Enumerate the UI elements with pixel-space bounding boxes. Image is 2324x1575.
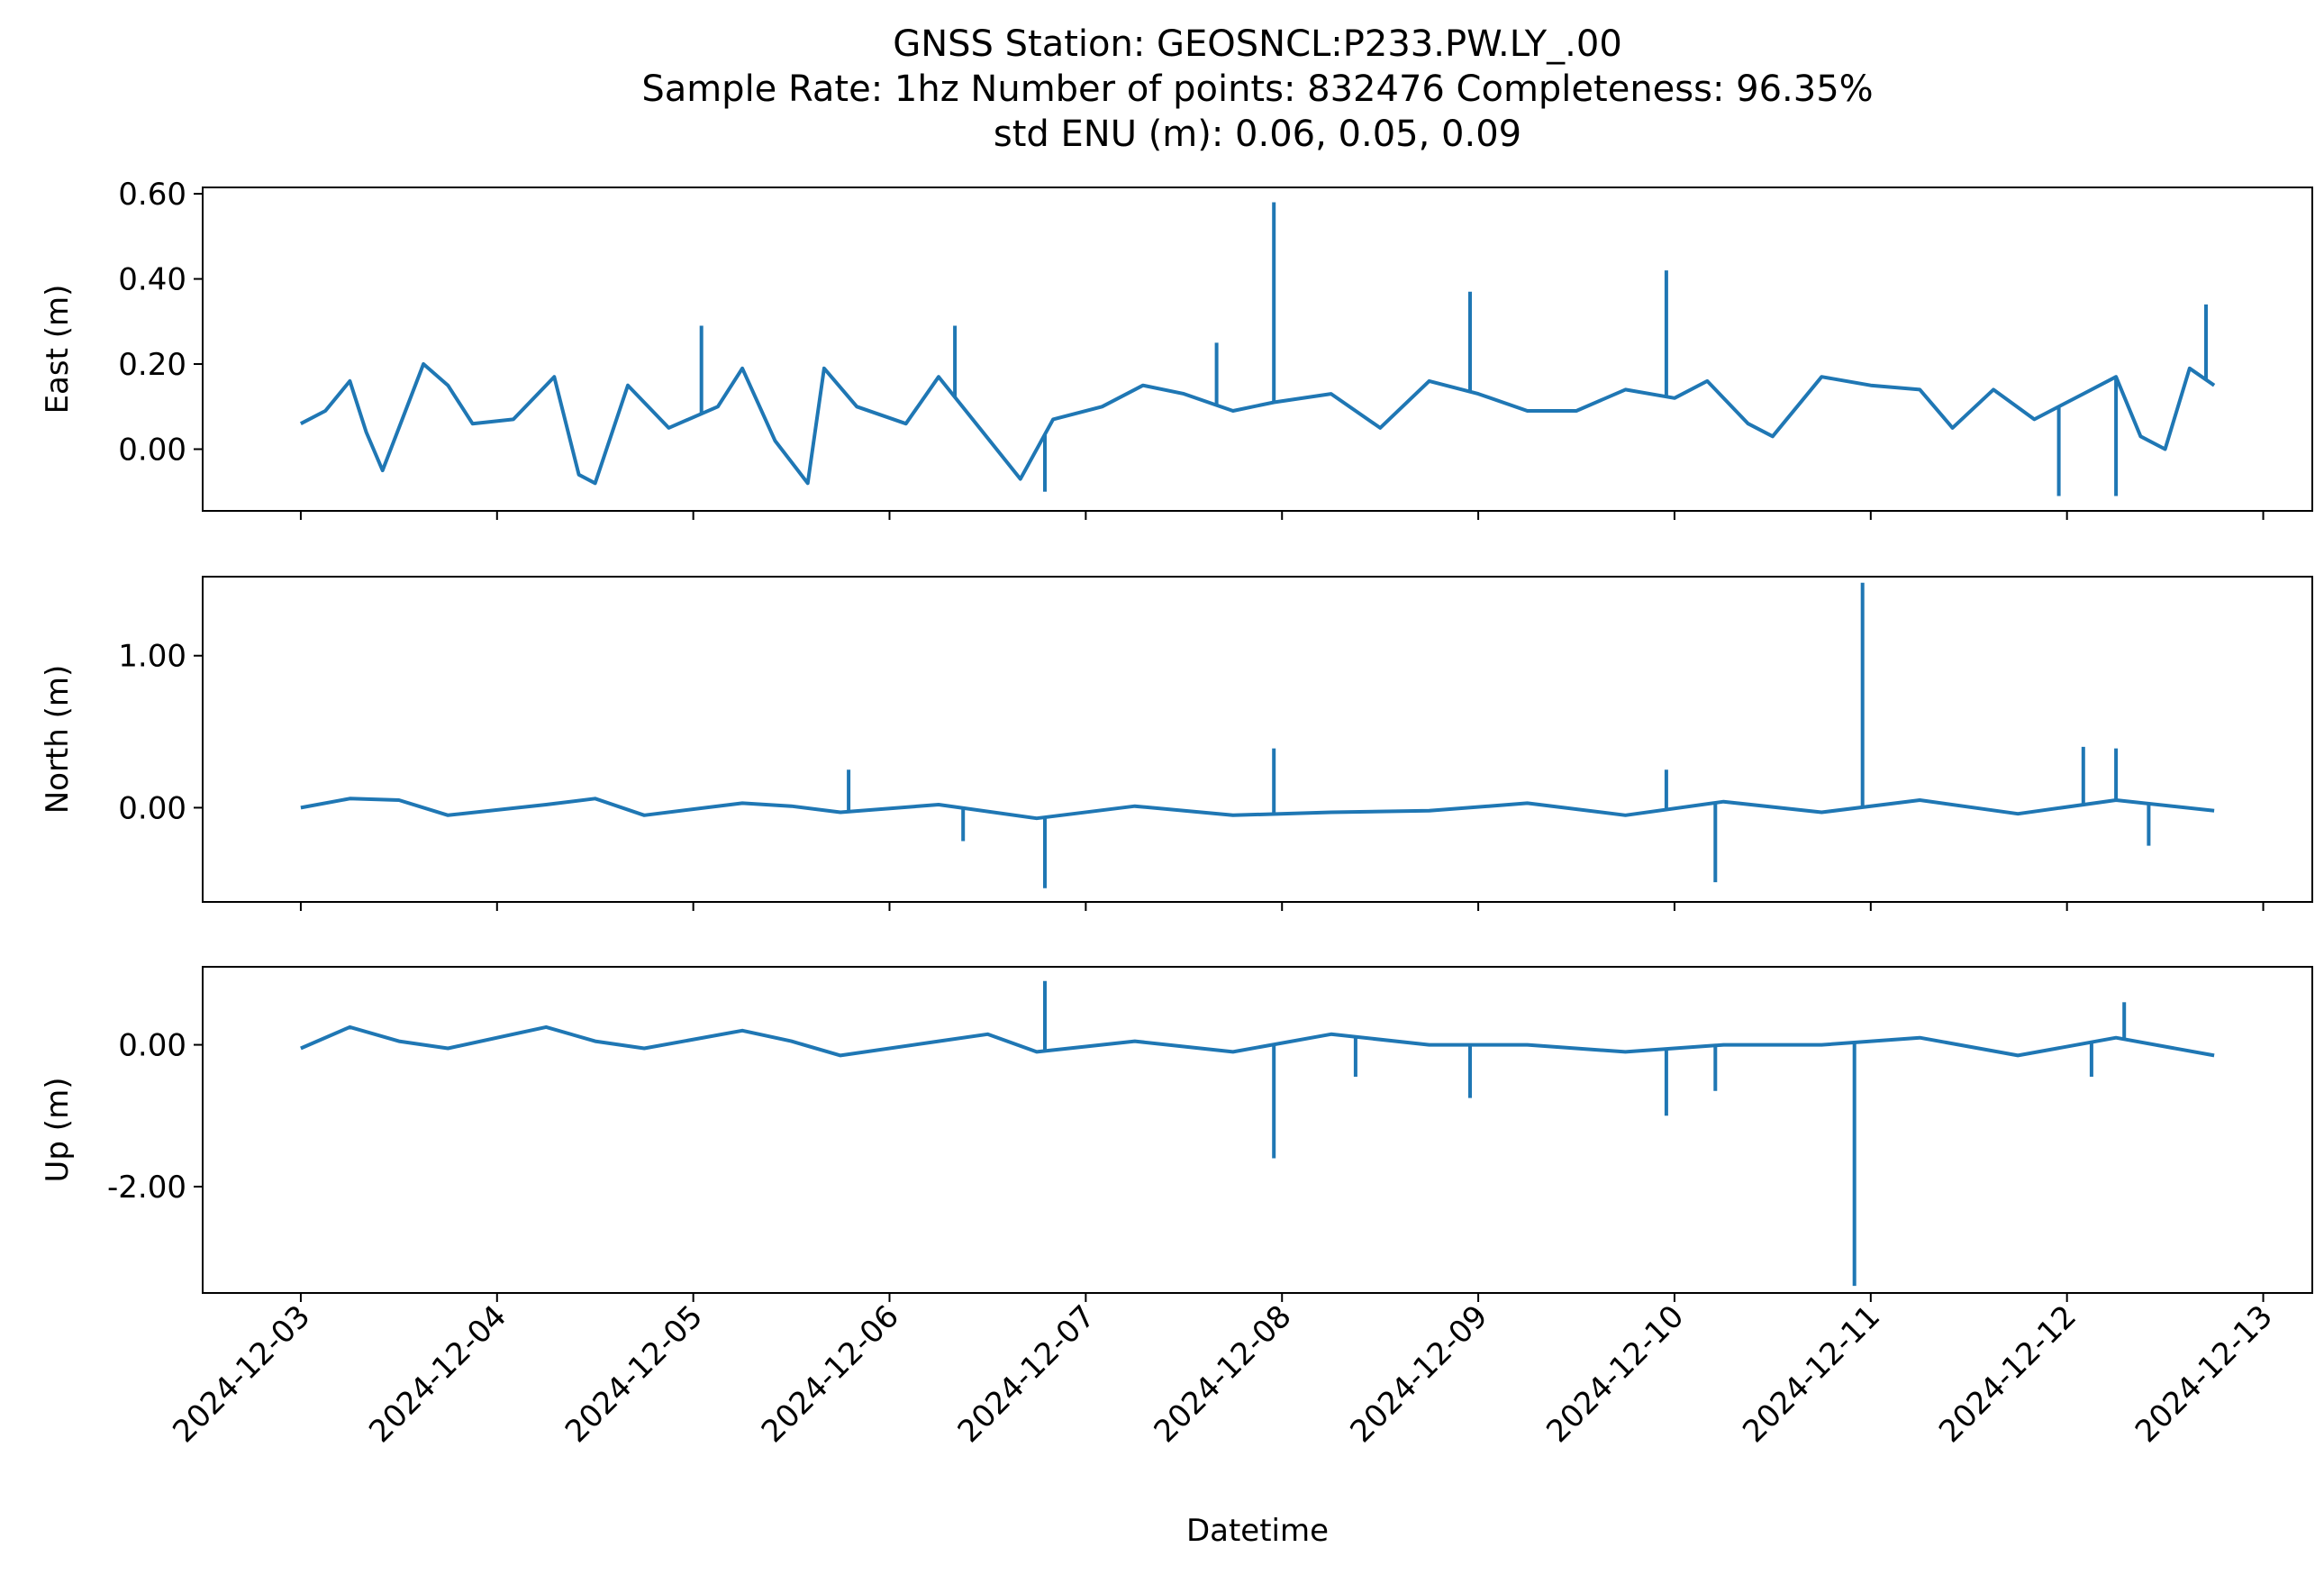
title-line-1: GNSS Station: GEOSNCL:P233.PW.LY_.00 — [893, 23, 1622, 65]
title-line-2: Sample Rate: 1hz Number of points: 83247… — [641, 68, 1873, 110]
chart-title: GNSS Station: GEOSNCL:P233.PW.LY_.00Samp… — [641, 23, 1873, 155]
title-line-3: std ENU (m): 0.06, 0.05, 0.09 — [994, 114, 1521, 155]
x-tick-label: 2024-12-03 — [166, 1298, 317, 1450]
x-tick-label: 2024-12-10 — [1539, 1298, 1691, 1450]
axes-frame — [202, 576, 2313, 903]
panel-1: 0.60 0.40 0.20 0.00 East (m) — [40, 177, 2313, 520]
y-axis-label: North (m) — [40, 665, 76, 815]
y-tick-label: 1.00 — [118, 639, 186, 675]
x-tick-label: 2024-12-09 — [1343, 1298, 1494, 1450]
panel-3: 0.00 -2.00 Up (m) 2024-12-03 2024-12-04 2024-… — [40, 966, 2313, 1450]
x-tick-label: 2024-12-11 — [1736, 1298, 1887, 1450]
y-axis-label: East (m) — [40, 285, 76, 414]
panels: 0.60 0.40 0.20 0.00 East (m) 1.00 0.00 North (m… — [40, 177, 2313, 1450]
panel-2: 1.00 0.00 North (m) — [40, 576, 2313, 911]
x-tick-label: 2024-12-08 — [1148, 1298, 1299, 1450]
series-line — [300, 797, 2215, 821]
y-tick-label: 0.40 — [118, 262, 186, 298]
x-tick-label: 2024-12-06 — [755, 1298, 906, 1450]
axes-frame — [202, 187, 2313, 512]
series-line — [299, 362, 2216, 486]
y-axis-label: Up (m) — [40, 1078, 76, 1183]
x-tick-label: 2024-12-04 — [362, 1298, 513, 1450]
x-tick-label: 2024-12-12 — [1932, 1298, 2083, 1450]
axes-frame — [202, 966, 2313, 1294]
x-axis-label: Datetime — [1186, 1513, 1329, 1549]
x-tick-label: 2024-12-13 — [2129, 1298, 2280, 1450]
x-tick-label: 2024-12-07 — [951, 1298, 1103, 1450]
series-line — [300, 1024, 2215, 1058]
y-tick-label: -2.00 — [107, 1170, 186, 1206]
y-tick-label: 0.60 — [118, 177, 186, 213]
x-tick-label: 2024-12-05 — [558, 1298, 710, 1450]
y-tick-label: 0.00 — [118, 1028, 186, 1064]
y-tick-label: 0.20 — [118, 347, 186, 383]
y-tick-label: 0.00 — [118, 432, 186, 469]
y-tick-label: 0.00 — [118, 790, 186, 826]
